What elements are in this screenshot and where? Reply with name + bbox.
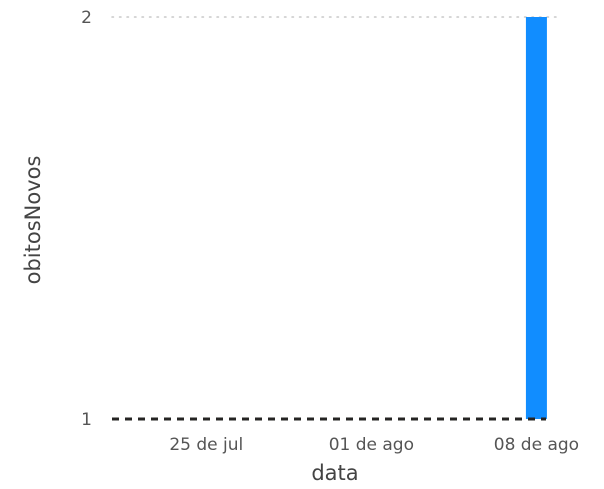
y-axis-title: obitosNovos bbox=[21, 156, 45, 285]
bar-0-0[interactable] bbox=[525, 17, 547, 419]
y-tick-label: 2 bbox=[81, 8, 92, 28]
x-tick-label: 08 de ago bbox=[494, 435, 579, 455]
x-tick-label: 01 de ago bbox=[329, 435, 414, 455]
y-tick-layer: 12 bbox=[81, 8, 92, 430]
x-tick-layer: 25 de jul 01 de ago 08 de ago bbox=[169, 435, 579, 455]
bar-layer bbox=[525, 17, 547, 419]
x-axis-title: data bbox=[311, 461, 358, 485]
y-tick-label: 1 bbox=[81, 410, 92, 430]
x-tick-label: 25 de jul bbox=[169, 435, 243, 455]
